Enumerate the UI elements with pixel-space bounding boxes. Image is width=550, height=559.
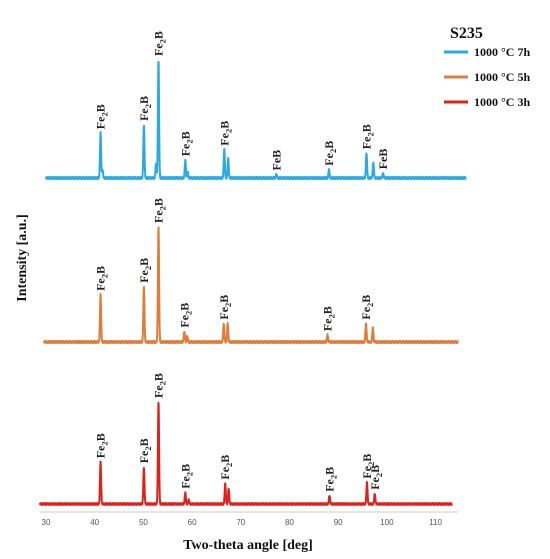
x-tick-label: 50 — [139, 518, 148, 527]
peak-label: Fe2B — [359, 295, 375, 320]
peak-label: Fe2B — [94, 104, 110, 129]
series-line-1 — [45, 60, 467, 181]
peak-label: FeB — [376, 149, 390, 170]
x-tick-label: 30 — [42, 518, 51, 527]
peak-label: Fe2B — [178, 131, 194, 156]
x-tick-label: 80 — [285, 518, 294, 527]
peak-label: Fe2B — [94, 433, 110, 458]
x-tick-label: 60 — [188, 518, 197, 527]
peak-label: Fe2B — [218, 455, 234, 480]
peak-label: Fe2B — [152, 198, 168, 223]
peak-label: Fe2B — [322, 141, 338, 166]
legend-label: 1000 °C 3h — [474, 95, 530, 109]
peak-label: Fe2B — [217, 121, 233, 146]
series-lines — [39, 60, 467, 507]
series-line-3 — [39, 401, 453, 507]
peak-label: Fe2B — [137, 258, 153, 283]
y-axis-title: Intensity [a.u.] — [15, 214, 30, 302]
peak-label: Fe2B — [321, 306, 337, 331]
peak-label: Fe2B — [178, 464, 194, 489]
legend-title: S235 — [450, 25, 483, 42]
peak-label: Fe2B — [360, 124, 376, 149]
peak-label: Fe2B — [94, 266, 110, 291]
peak-label: Fe2B — [323, 467, 339, 492]
x-tick-label: 110 — [429, 518, 442, 527]
peak-label: Fe2B — [137, 96, 153, 121]
peak-label: Fe2B — [137, 438, 153, 463]
legend-label: 1000 °C 7h — [474, 45, 530, 59]
legend-label: 1000 °C 5h — [474, 70, 530, 84]
peak-label: Fe2B — [177, 303, 193, 328]
x-tick-label: 90 — [334, 518, 343, 527]
x-tick-label: 40 — [90, 518, 99, 527]
peak-label: Fe2B — [152, 31, 168, 56]
x-axis-title: Two-theta angle [deg] — [183, 538, 313, 553]
peak-label: Fe2B — [368, 465, 384, 490]
x-tick-label: 70 — [236, 518, 245, 527]
peak-label: Fe2B — [152, 373, 168, 398]
series-line-2 — [43, 226, 459, 345]
x-axis: 30 40 50 60 70 80 90 100 110 — [40, 511, 458, 527]
peak-label: FeB — [269, 150, 283, 171]
peak-label: Fe2B — [360, 454, 376, 479]
x-tick-label: 100 — [380, 518, 394, 527]
peak-label: Fe2B — [217, 295, 233, 320]
legend: 1000 °C 7h 1000 °C 5h 1000 °C 3h — [444, 45, 530, 109]
